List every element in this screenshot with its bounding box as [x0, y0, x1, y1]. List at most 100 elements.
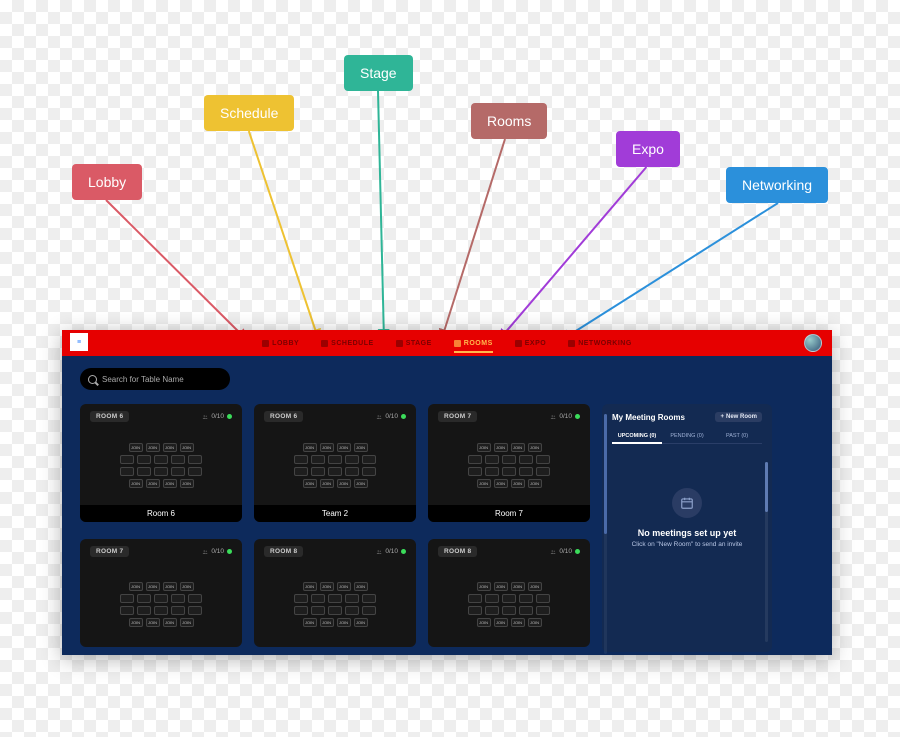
seat-join[interactable]: JOIN	[477, 479, 491, 488]
seat-join[interactable]: JOIN	[129, 479, 143, 488]
nav-expo[interactable]: EXPO	[515, 340, 546, 347]
sidebar-tab[interactable]: PAST (0)	[712, 430, 762, 444]
seat-join[interactable]: JOIN	[528, 582, 542, 591]
empty-subtitle: Click on "New Room" to send an invite	[612, 541, 762, 548]
seat-join[interactable]: JOIN	[477, 618, 491, 627]
nav-stage[interactable]: STAGE	[396, 340, 432, 347]
seat-join[interactable]: JOIN	[320, 443, 334, 452]
callout-rooms: Rooms	[471, 103, 547, 139]
nav-schedule[interactable]: SCHEDULE	[321, 340, 374, 347]
seat-join[interactable]: JOIN	[511, 479, 525, 488]
seat-join[interactable]: JOIN	[180, 479, 194, 488]
room-card[interactable]: ROOM 60/10JOINJOINJOINJOINJOINJOINJOINJO…	[80, 404, 242, 522]
status-dot-icon	[401, 414, 406, 419]
room-card[interactable]: ROOM 60/10JOINJOINJOINJOINJOINJOINJOINJO…	[254, 404, 416, 522]
room-card[interactable]: ROOM 80/10JOINJOINJOINJOINJOINJOINJOINJO…	[254, 539, 416, 647]
seat-join[interactable]: JOIN	[337, 479, 351, 488]
seat-join[interactable]: JOIN	[337, 443, 351, 452]
seat-join[interactable]: JOIN	[511, 443, 525, 452]
rooms-scrollbar[interactable]	[604, 414, 607, 654]
seat-empty	[154, 606, 168, 615]
seat-join[interactable]: JOIN	[477, 582, 491, 591]
room-occupancy: 0/10	[202, 413, 232, 420]
seat-empty	[328, 455, 342, 464]
seat-join[interactable]: JOIN	[180, 618, 194, 627]
seat-join[interactable]: JOIN	[180, 443, 194, 452]
seat-join[interactable]: JOIN	[146, 582, 160, 591]
seat-join[interactable]: JOIN	[354, 443, 368, 452]
nav-label: EXPO	[525, 340, 546, 347]
room-card[interactable]: ROOM 80/10JOINJOINJOINJOINJOINJOINJOINJO…	[428, 539, 590, 647]
room-occupancy: 0/10	[376, 413, 406, 420]
seat-join[interactable]: JOIN	[146, 618, 160, 627]
seat-join[interactable]: JOIN	[303, 618, 317, 627]
seat-join[interactable]: JOIN	[163, 582, 177, 591]
seat-join[interactable]: JOIN	[354, 479, 368, 488]
sidebar-tabs: UPCOMING (0)PENDING (0)PAST (0)	[612, 430, 762, 444]
seat-join[interactable]: JOIN	[129, 582, 143, 591]
nav-label: SCHEDULE	[331, 340, 374, 347]
seat-join[interactable]: JOIN	[477, 443, 491, 452]
seat-join[interactable]: JOIN	[494, 582, 508, 591]
sidebar-scrollbar[interactable]	[765, 462, 768, 642]
seat-join[interactable]: JOIN	[303, 479, 317, 488]
room-card[interactable]: ROOM 70/10JOINJOINJOINJOINJOINJOINJOINJO…	[80, 539, 242, 647]
seat-join[interactable]: JOIN	[528, 618, 542, 627]
seat-join[interactable]: JOIN	[494, 479, 508, 488]
seat-join[interactable]: JOIN	[303, 582, 317, 591]
seat-join[interactable]: JOIN	[180, 582, 194, 591]
seat-join[interactable]: JOIN	[163, 443, 177, 452]
seat-join[interactable]: JOIN	[354, 582, 368, 591]
seat-join[interactable]: JOIN	[129, 443, 143, 452]
seat-join[interactable]: JOIN	[337, 582, 351, 591]
seat-empty	[345, 455, 359, 464]
room-tag: ROOM 7	[90, 546, 129, 557]
seat-empty	[311, 455, 325, 464]
seat-join[interactable]: JOIN	[494, 443, 508, 452]
sidebar-title: My Meeting Rooms	[612, 413, 685, 422]
seat-join[interactable]: JOIN	[528, 479, 542, 488]
avatar[interactable]	[804, 334, 822, 352]
seat-join[interactable]: JOIN	[337, 618, 351, 627]
seat-empty	[519, 467, 533, 476]
seat-empty	[345, 606, 359, 615]
seat-join[interactable]: JOIN	[528, 443, 542, 452]
seat-empty	[188, 594, 202, 603]
seat-empty	[519, 606, 533, 615]
room-tag: ROOM 8	[438, 546, 477, 557]
seat-join[interactable]: JOIN	[320, 479, 334, 488]
callout-expo: Expo	[616, 131, 680, 167]
nav-lobby[interactable]: LOBBY	[262, 340, 299, 347]
new-room-button[interactable]: + New Room	[715, 412, 762, 422]
seat-join[interactable]: JOIN	[320, 582, 334, 591]
nav-rooms[interactable]: ROOMS	[454, 340, 493, 347]
seat-join[interactable]: JOIN	[511, 582, 525, 591]
seat-join[interactable]: JOIN	[129, 618, 143, 627]
seat-empty	[468, 594, 482, 603]
search-input[interactable]: Search for Table Name	[80, 368, 230, 390]
status-dot-icon	[227, 549, 232, 554]
seat-join[interactable]: JOIN	[494, 618, 508, 627]
sidebar-tab[interactable]: PENDING (0)	[662, 430, 712, 444]
seat-join[interactable]: JOIN	[303, 443, 317, 452]
nav-networking[interactable]: NETWORKING	[568, 340, 632, 347]
app-body: Search for Table Name ROOM 60/10JOINJOIN…	[62, 356, 832, 655]
sidebar-tab[interactable]: UPCOMING (0)	[612, 430, 662, 444]
seat-join[interactable]: JOIN	[511, 618, 525, 627]
seat-join[interactable]: JOIN	[146, 479, 160, 488]
seat-empty	[468, 455, 482, 464]
seat-join[interactable]: JOIN	[354, 618, 368, 627]
seat-empty	[120, 455, 134, 464]
seat-join[interactable]: JOIN	[320, 618, 334, 627]
room-card[interactable]: ROOM 70/10JOINJOINJOINJOINJOINJOINJOINJO…	[428, 404, 590, 522]
seat-empty	[536, 467, 550, 476]
room-occupancy: 0/10	[376, 548, 406, 555]
seat-empty	[171, 606, 185, 615]
seat-empty	[468, 467, 482, 476]
seat-empty	[502, 594, 516, 603]
seat-empty	[294, 467, 308, 476]
seat-join[interactable]: JOIN	[146, 443, 160, 452]
app-logo[interactable]: ≡	[70, 333, 88, 351]
seat-join[interactable]: JOIN	[163, 618, 177, 627]
seat-join[interactable]: JOIN	[163, 479, 177, 488]
